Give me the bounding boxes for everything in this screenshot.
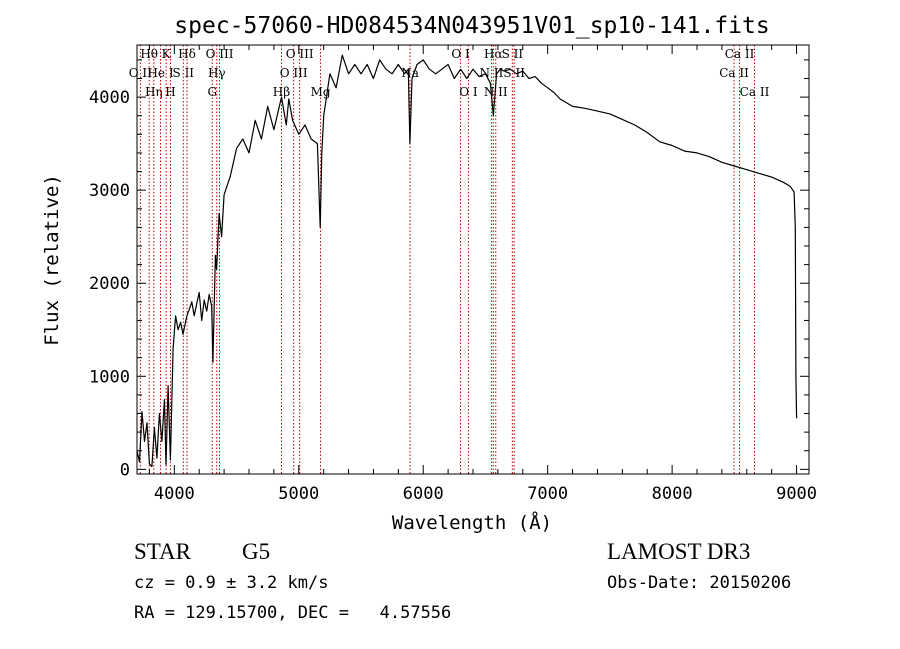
x-tick-label: 9000 (776, 484, 817, 504)
survey-name: LAMOST DR3 (607, 539, 751, 564)
marker-label: O I (459, 85, 478, 99)
x-tick-label: 5000 (278, 484, 319, 504)
y-axis-label: Flux (relative) (41, 174, 63, 346)
marker-label: N II (484, 85, 508, 99)
x-tick-label: 8000 (652, 484, 693, 504)
y-axis-ticks: 0 1000 2000 3000 4000 (89, 59, 809, 480)
x-tick-label: 6000 (403, 484, 444, 504)
plot-frame (136, 44, 810, 475)
marker-label: Ca II (725, 47, 755, 61)
spectrum-line (136, 54, 798, 468)
velocity-readout: cz = 0.9 ± 3.2 km/s (134, 573, 329, 593)
marker-label: G (207, 85, 217, 99)
marker-label: S II (503, 66, 525, 80)
x-axis-label: Wavelength (Å) (392, 511, 552, 534)
observation-date: Obs-Date: 20150206 (607, 573, 792, 593)
y-tick-label: 1000 (89, 367, 130, 387)
marker-label: Hγ (208, 66, 226, 80)
marker-label: O III (206, 47, 234, 61)
marker-label: S II (502, 47, 524, 61)
y-tick-label: 4000 (89, 88, 130, 108)
object-class: STAR (134, 539, 191, 564)
spectral-subclass: G5 (242, 539, 271, 564)
marker-label: Hθ (140, 47, 158, 61)
marker-label: O III (280, 66, 308, 80)
marker-label: O II (129, 66, 152, 80)
marker-label: K (162, 47, 172, 61)
marker-label: Hη (145, 85, 163, 99)
y-tick-label: 2000 (89, 274, 130, 294)
marker-label: Hδ (178, 47, 196, 61)
marker-label: S II (173, 66, 195, 80)
marker-label: He I (147, 66, 173, 80)
marker-label: O III (286, 47, 314, 61)
marker-label: Ca II (719, 66, 749, 80)
x-axis-ticks: 4000 5000 6000 7000 8000 9000 (148, 45, 817, 504)
marker-label: Hα (484, 47, 503, 61)
marker-label: Na (401, 66, 419, 80)
x-tick-label: 7000 (527, 484, 568, 504)
marker-label: Mg (311, 85, 331, 99)
marker-label: O I (451, 47, 470, 61)
marker-label: Hβ (273, 85, 290, 99)
x-tick-label: 4000 (154, 484, 195, 504)
marker-label: H (165, 85, 175, 99)
chart-title: spec-57060-HD084534N043951V01_sp10-141.f… (174, 13, 769, 39)
y-tick-label: 3000 (89, 181, 130, 201)
marker-label: N II (480, 66, 504, 80)
coordinates-readout: RA = 129.15700, DEC = 4.57556 (134, 603, 452, 623)
marker-label: Ca II (740, 85, 770, 99)
y-tick-label: 0 (120, 460, 130, 480)
emission-line-markers: O II Hθ Hη He I K H S II Hδ G Hγ O III Hβ O III O III… (129, 45, 770, 474)
